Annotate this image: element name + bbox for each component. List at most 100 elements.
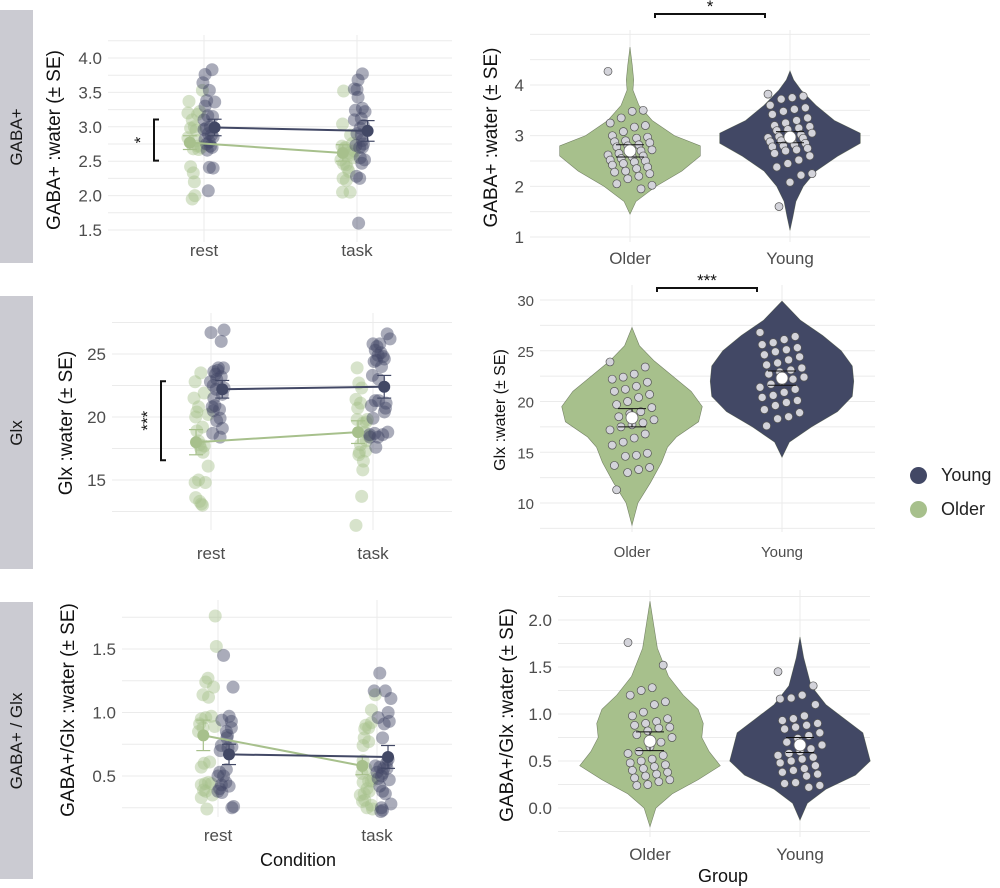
y-tick-label: 15 [87, 471, 106, 490]
data-point-young [374, 346, 388, 360]
data-point [623, 397, 632, 406]
data-point-older [187, 391, 201, 405]
data-point-older [360, 413, 374, 427]
data-point [784, 355, 793, 365]
data-point [786, 693, 796, 703]
data-point-young [207, 391, 221, 405]
data-point-older [353, 788, 367, 802]
data-point [632, 781, 642, 790]
data-point-young [363, 428, 377, 442]
mean-line-older [203, 734, 363, 767]
data-point-young [376, 428, 390, 442]
data-point-young [211, 363, 225, 377]
data-point [792, 145, 801, 155]
data-point [789, 714, 798, 724]
data-point-young [217, 648, 231, 662]
data-point [795, 408, 804, 418]
data-point-older [196, 445, 210, 459]
data-point [607, 440, 617, 450]
data-point [755, 328, 765, 337]
data-point [632, 381, 641, 391]
data-point-older [195, 420, 209, 434]
y-tick-label: 1.0 [528, 705, 552, 724]
data-point-young [376, 350, 390, 364]
data-point [768, 391, 778, 400]
data-point-young [375, 360, 389, 374]
data-point-young [355, 134, 369, 148]
data-point-young [376, 766, 390, 780]
data-point [815, 728, 825, 738]
mean-point-young [382, 750, 395, 763]
data-point [789, 766, 798, 775]
data-point-older [208, 609, 222, 623]
violin-older [579, 601, 721, 828]
data-point [638, 105, 648, 115]
data-point-young [363, 430, 377, 444]
data-point-young [202, 83, 216, 97]
data-point-young [365, 368, 379, 382]
y-tick-label: 15 [517, 445, 534, 462]
data-point [645, 169, 655, 179]
data-point-young [377, 405, 391, 419]
x-tick-label: Young [776, 845, 824, 864]
data-point-young [204, 326, 218, 340]
data-point-older [349, 518, 363, 532]
data-point-young [372, 394, 386, 408]
data-point-young [208, 95, 222, 109]
data-point [645, 463, 654, 472]
data-point [640, 429, 650, 439]
data-point [811, 700, 820, 709]
data-point [665, 722, 675, 732]
data-point-older [201, 407, 215, 421]
data-point [784, 412, 793, 422]
data-point [661, 697, 670, 707]
data-point-older [355, 489, 369, 503]
data-point [650, 700, 659, 709]
data-point [787, 93, 797, 103]
y-tick-label: 0.0 [528, 799, 552, 818]
mean-point-young [361, 124, 374, 137]
x-tick-label: task [357, 544, 389, 563]
data-point [766, 379, 776, 389]
data-point-young [378, 684, 392, 698]
data-point [639, 764, 648, 773]
y-tick-label: 1.5 [92, 640, 116, 659]
data-point-older [342, 165, 356, 179]
data-point-older [352, 448, 366, 462]
mean-point-older [183, 136, 196, 149]
data-point-older [361, 429, 375, 443]
data-point [621, 166, 630, 176]
data-point [791, 722, 800, 732]
data-point-young [355, 101, 369, 115]
mean-point-young [378, 380, 391, 393]
data-point-young [206, 130, 220, 144]
data-point [636, 184, 646, 194]
data-point-young [203, 375, 217, 389]
data-point-young [347, 113, 361, 127]
data-point-older [359, 444, 373, 458]
data-point-older [192, 473, 206, 487]
data-point-young [380, 327, 394, 341]
mean-line-young [229, 753, 389, 758]
data-point-older [199, 711, 213, 725]
data-point [654, 777, 664, 787]
data-point-older [366, 772, 380, 786]
mean-line-older [195, 431, 359, 444]
data-point-older [337, 84, 351, 98]
data-point-young [222, 779, 236, 793]
data-point [783, 159, 793, 168]
data-point [625, 758, 635, 768]
data-point-older [194, 712, 208, 726]
data-point [780, 724, 789, 734]
data-point [623, 638, 633, 647]
data-point [640, 362, 650, 372]
data-point-older [195, 498, 209, 512]
data-point-young [211, 361, 225, 375]
legend: Young Older [910, 458, 991, 526]
data-point [768, 110, 777, 119]
data-point-older [184, 160, 198, 174]
data-point-older [358, 722, 372, 736]
data-point [643, 780, 653, 789]
data-point-young [208, 399, 222, 413]
